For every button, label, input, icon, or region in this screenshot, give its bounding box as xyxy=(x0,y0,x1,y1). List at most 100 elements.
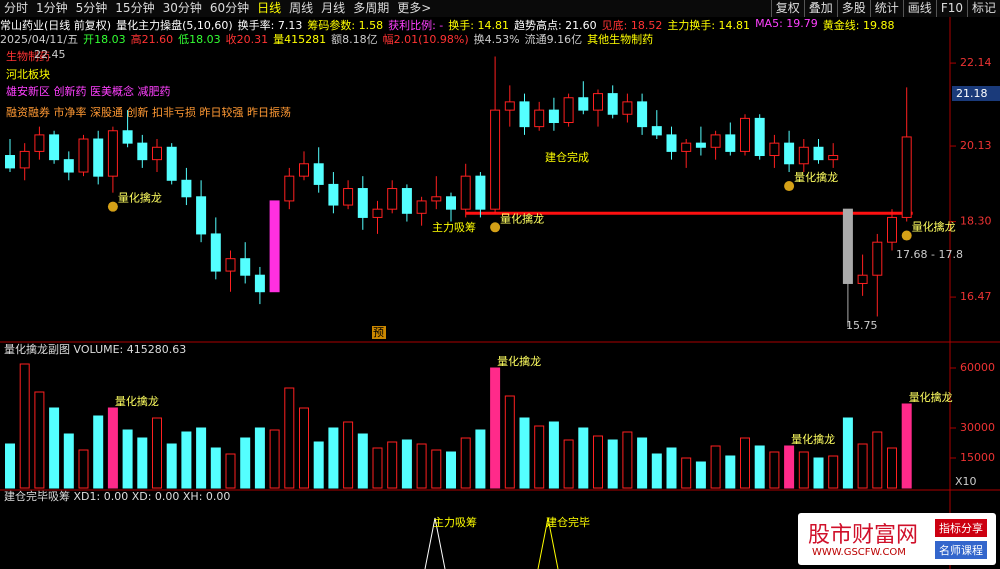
tab[interactable]: 1分钟 xyxy=(36,1,68,15)
candle-body xyxy=(313,163,324,185)
candle-body xyxy=(504,101,515,111)
candle-body xyxy=(828,155,839,161)
candle-body xyxy=(798,146,809,165)
candle-body xyxy=(490,109,501,210)
tab[interactable]: 30分钟 xyxy=(162,1,202,15)
candle-body xyxy=(784,142,795,165)
toolbar: 分时 1分钟 5分钟 15分钟 30分钟 60分钟 日线 周线 月线 多周期 更多> 复权 叠加 多股 统计… xyxy=(0,0,1000,17)
candle-body xyxy=(166,146,177,181)
tab[interactable]: 60分钟 xyxy=(209,1,250,15)
candle-body xyxy=(19,150,30,169)
candle-body xyxy=(666,134,677,152)
candle-body xyxy=(269,200,280,293)
volume-bar xyxy=(416,443,427,489)
volume-bar xyxy=(695,461,706,489)
candle-body xyxy=(181,179,192,198)
volume-bar xyxy=(240,437,251,489)
signal-peak xyxy=(424,517,446,569)
header-item: 见底: 18.52 xyxy=(601,19,663,32)
volume-bar xyxy=(93,415,104,489)
candle-body xyxy=(137,142,148,161)
y-tick-label: 60000 xyxy=(960,361,995,374)
header-item: 低18.03 xyxy=(178,33,221,46)
header-item: 收20.31 xyxy=(225,33,269,46)
candle-body xyxy=(681,142,692,152)
header-item: 幅2.01(10.98%) xyxy=(382,33,469,46)
volume-bar xyxy=(784,445,795,489)
volume-bar xyxy=(872,431,883,489)
tab[interactable]: 15分钟 xyxy=(115,1,155,15)
volume-bar xyxy=(754,445,765,489)
header-item: 开18.03 xyxy=(83,33,126,46)
candle-body xyxy=(5,155,15,169)
candle-body xyxy=(152,146,162,161)
volume-bar xyxy=(343,421,354,489)
volume-bar xyxy=(563,439,574,489)
volume-bar xyxy=(78,449,89,489)
y-tick-label: 18.30 xyxy=(960,215,992,228)
header-item: 常山药业(日线 前复权) xyxy=(0,19,112,32)
volume-bar xyxy=(710,445,721,489)
candle-body xyxy=(754,117,765,157)
volume-bar xyxy=(254,427,265,489)
volume-bar xyxy=(166,443,177,489)
candle-body xyxy=(842,208,853,284)
candle-body xyxy=(196,196,207,235)
volume-bar xyxy=(328,427,339,489)
volume-bar xyxy=(622,431,633,489)
volume-bar xyxy=(137,437,148,489)
signal-coin xyxy=(784,181,795,192)
tab[interactable]: 多周期 xyxy=(353,1,390,15)
tab[interactable]: 日线 xyxy=(257,1,282,15)
volume-bar xyxy=(5,443,15,489)
volume-bar xyxy=(725,455,736,489)
candle-body xyxy=(225,258,236,272)
tab[interactable]: 月线 xyxy=(321,1,346,15)
wm-link[interactable]: 名师课程 xyxy=(935,541,987,559)
volume-bar xyxy=(387,441,398,489)
volume-bar xyxy=(63,433,74,489)
signal-label: 建仓完毕 xyxy=(546,515,590,529)
volume-bar xyxy=(107,407,118,489)
tool-button[interactable]: 画线 xyxy=(902,0,936,17)
wm-link[interactable]: 指标分享 xyxy=(935,519,987,537)
board-tag: 融资融券 市净率 深股通 创新 扣非亏损 昨日较强 昨日振荡 xyxy=(6,105,291,119)
signal-label: 量化擒龙 xyxy=(497,354,541,368)
tool-button[interactable]: F10 xyxy=(935,0,967,17)
volume-bar xyxy=(813,457,824,489)
volume-bar xyxy=(828,455,839,489)
candle-body xyxy=(740,117,750,152)
candle-body xyxy=(548,109,559,124)
tool-button[interactable]: 复权 xyxy=(770,0,804,17)
tab[interactable]: 5分钟 xyxy=(75,1,108,15)
candle-body xyxy=(578,97,589,111)
volume-bar xyxy=(519,417,530,489)
header-item: 2025/04/11/五 xyxy=(0,33,79,46)
header-item: 换手率: 7.13 xyxy=(237,19,303,32)
y-tick-label: 30000 xyxy=(960,421,995,434)
annotation: 主力吸筹 xyxy=(432,220,476,234)
candle-body xyxy=(93,138,104,177)
volume-bar xyxy=(769,451,780,489)
tab[interactable]: 周线 xyxy=(289,1,314,15)
candle-body xyxy=(401,188,412,214)
tool-button[interactable]: 统计 xyxy=(869,0,903,17)
candle-body xyxy=(78,138,89,173)
tool-button[interactable]: 多股 xyxy=(836,0,870,17)
tab[interactable]: 分时 xyxy=(4,1,29,15)
volume-bar xyxy=(34,391,45,489)
volume-bar xyxy=(857,443,868,489)
volume-bar xyxy=(593,435,603,489)
signal-peak xyxy=(537,517,559,569)
board-tag: 生物制药 xyxy=(6,49,50,63)
volume-bar xyxy=(666,447,677,489)
volume-bar xyxy=(210,447,221,489)
tool-button[interactable]: 叠加 xyxy=(803,0,837,17)
candle-body xyxy=(460,175,471,210)
volume-bar xyxy=(740,437,750,489)
tab[interactable]: 更多> xyxy=(397,1,432,15)
tool-button[interactable]: 标记 xyxy=(966,0,1000,17)
header-item: 高21.60 xyxy=(130,33,174,46)
volume-bar xyxy=(534,425,545,489)
